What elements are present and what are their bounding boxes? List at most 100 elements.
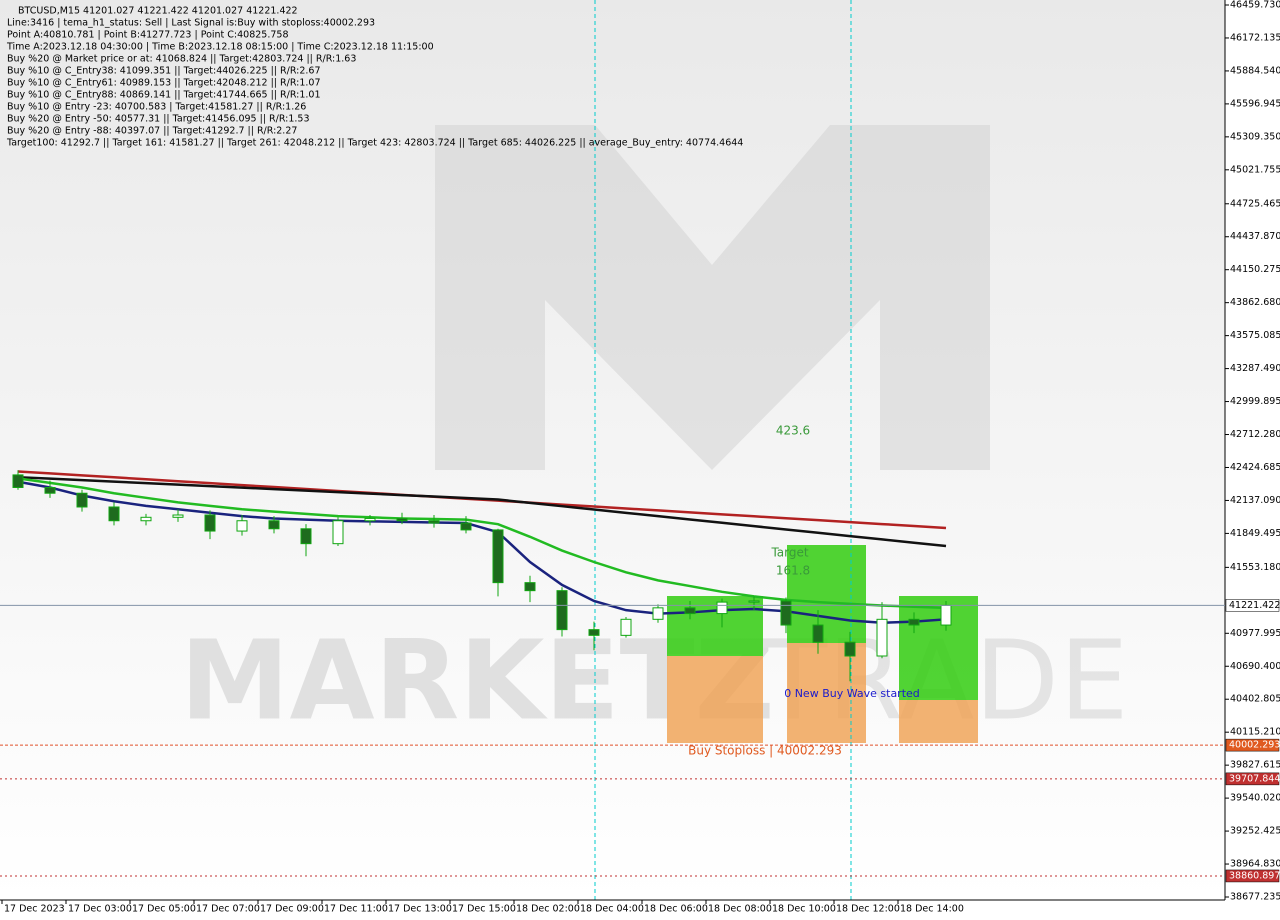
y-tick-label: 39827.615 bbox=[1230, 760, 1280, 771]
annotation: 0 New Buy Wave started bbox=[784, 687, 920, 700]
candle-body bbox=[748, 600, 760, 603]
x-tick-label: 17 Dec 05:00 bbox=[132, 904, 196, 915]
candle-body bbox=[684, 607, 696, 615]
candle-body bbox=[428, 520, 440, 524]
candle-body bbox=[844, 641, 856, 657]
candle-body bbox=[652, 607, 664, 620]
annotation: Target bbox=[770, 546, 808, 560]
candle-body bbox=[364, 517, 376, 522]
y-tick-label: 42712.280 bbox=[1230, 429, 1280, 440]
candle-body bbox=[812, 624, 824, 643]
x-tick-label: 18 Dec 08:00 bbox=[708, 904, 772, 915]
candle-body bbox=[108, 506, 120, 522]
x-tick-label: 18 Dec 10:00 bbox=[772, 904, 836, 915]
x-tick-label: 18 Dec 12:00 bbox=[836, 904, 900, 915]
y-tick-label: 41849.495 bbox=[1230, 528, 1280, 539]
price-label: 38860.897 bbox=[1229, 870, 1280, 881]
candle-body bbox=[300, 528, 312, 545]
plot bbox=[12, 470, 952, 682]
candle-body bbox=[620, 618, 632, 636]
x-tick-label: 18 Dec 04:00 bbox=[580, 904, 644, 915]
annotation: 423.6 bbox=[776, 424, 810, 438]
moving-average bbox=[17, 475, 947, 548]
info-line: Buy %10 @ C_Entry88: 40869.141 || Target… bbox=[7, 90, 321, 101]
candle-body bbox=[460, 522, 472, 531]
candle-body bbox=[524, 582, 536, 592]
candle-body bbox=[716, 601, 728, 615]
candle-body bbox=[44, 487, 56, 494]
x-tick-label: 18 Dec 02:00 bbox=[516, 904, 580, 915]
candle-body bbox=[396, 517, 408, 522]
candle-body bbox=[908, 618, 920, 626]
price-label: 41221.422 bbox=[1229, 600, 1280, 611]
candle-body bbox=[268, 520, 280, 530]
y-tick-label: 42424.685 bbox=[1230, 462, 1280, 473]
x-tick-label: 17 Dec 15:00 bbox=[452, 904, 516, 915]
y-tick-label: 45021.755 bbox=[1230, 164, 1280, 175]
y-tick-label: 40115.210 bbox=[1230, 727, 1280, 738]
y-tick-label: 44437.870 bbox=[1230, 231, 1280, 242]
y-tick-label: 44150.275 bbox=[1230, 264, 1280, 275]
candle-body bbox=[588, 629, 600, 636]
info-line: Buy %20 @ Entry -88: 40397.07 || Target:… bbox=[7, 126, 297, 137]
candle-body bbox=[332, 520, 344, 545]
info-line: Point A:40810.781 | Point B:41277.723 | … bbox=[7, 30, 289, 41]
header: BTCUSD,M15 41201.027 41221.422 41201.027… bbox=[6, 6, 743, 149]
info-line: Buy %20 @ Market price or at: 41068.824 … bbox=[7, 54, 356, 65]
info-line: Buy %10 @ C_Entry38: 41099.351 || Target… bbox=[7, 66, 321, 77]
x-tick-label: 17 Dec 09:00 bbox=[260, 904, 324, 915]
y-tick-label: 43862.680 bbox=[1230, 297, 1280, 308]
candle-body bbox=[556, 590, 568, 631]
y-tick-label: 40977.995 bbox=[1230, 628, 1280, 639]
y-tick-label: 41553.180 bbox=[1230, 562, 1280, 573]
y-tick-label: 42999.895 bbox=[1230, 396, 1280, 407]
info-line: Target100: 41292.7 || Target 161: 41581.… bbox=[6, 138, 743, 149]
candle-body bbox=[172, 514, 184, 518]
y-tick-label: 40690.400 bbox=[1230, 661, 1280, 672]
info-line: Line:3416 | tema_h1_status: Sell | Last … bbox=[7, 18, 375, 29]
annotation: 161.8 bbox=[776, 564, 810, 578]
y-tick-label: 40402.805 bbox=[1230, 694, 1280, 705]
price-label: 40002.293 bbox=[1229, 740, 1280, 751]
candle-body bbox=[76, 492, 88, 508]
price-label: 39707.844 bbox=[1229, 773, 1280, 784]
y-tick-label: 46172.135 bbox=[1230, 32, 1280, 43]
candle-body bbox=[876, 618, 888, 657]
info-line: Time A:2023.12.18 04:30:00 | Time B:2023… bbox=[6, 42, 434, 53]
y-tick-label: 39252.425 bbox=[1230, 826, 1280, 837]
y-tick-label: 43575.085 bbox=[1230, 330, 1280, 341]
moving-average bbox=[17, 477, 947, 610]
candle-body bbox=[236, 520, 248, 532]
price-label-box bbox=[1225, 772, 1280, 786]
zones bbox=[667, 545, 978, 743]
y-tick-label: 45596.945 bbox=[1230, 98, 1280, 109]
info-line: Buy %10 @ Entry -23: 40700.583 | Target:… bbox=[7, 102, 306, 113]
y-tick-label: 39540.020 bbox=[1230, 793, 1280, 804]
annotation: Buy Stoploss | 40002.293 bbox=[688, 744, 842, 758]
y-tick-label: 43287.490 bbox=[1230, 363, 1280, 374]
candle-body bbox=[140, 516, 152, 522]
y-tick-label: 46459.730 bbox=[1230, 0, 1280, 11]
x-tick-label: 18 Dec 14:00 bbox=[900, 904, 964, 915]
price-label-box bbox=[1225, 599, 1280, 612]
x-tick-label: 17 Dec 07:00 bbox=[196, 904, 260, 915]
candle-body bbox=[12, 474, 24, 489]
y-tick-label: 45884.540 bbox=[1230, 65, 1280, 76]
info-line: BTCUSD,M15 41201.027 41221.422 41201.027… bbox=[18, 6, 298, 17]
price-label-box bbox=[1225, 738, 1280, 752]
candle-body bbox=[780, 600, 792, 626]
y-tick-label: 44725.465 bbox=[1230, 198, 1280, 209]
y-tick-label: 45309.350 bbox=[1230, 131, 1280, 142]
x-tick-label: 17 Dec 03:00 bbox=[68, 904, 132, 915]
x-tick-label: 17 Dec 11:00 bbox=[324, 904, 388, 915]
candle-body bbox=[204, 514, 216, 532]
y-tick-label: 42137.090 bbox=[1230, 495, 1280, 506]
price-label-box bbox=[1225, 869, 1280, 883]
y-tick-label: 38677.235 bbox=[1230, 892, 1280, 903]
candle-body bbox=[940, 604, 952, 626]
x-tick-label: 18 Dec 06:00 bbox=[644, 904, 708, 915]
info-line: Buy %20 @ Entry -50: 40577.31 || Target:… bbox=[7, 114, 310, 125]
x-tick-label: 17 Dec 13:00 bbox=[388, 904, 452, 915]
candle-body bbox=[492, 529, 504, 584]
